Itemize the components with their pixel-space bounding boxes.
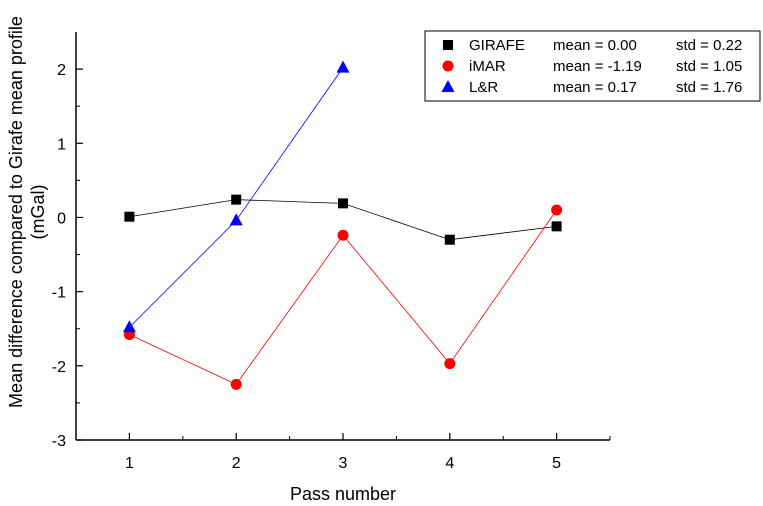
- y-tick-label: -1: [52, 285, 66, 302]
- legend-box: [424, 30, 761, 102]
- legend-mean: mean = 0.17: [553, 79, 637, 96]
- plot-area: [122, 60, 563, 390]
- data-point: [229, 213, 243, 226]
- x-tick-label: 3: [339, 455, 348, 472]
- data-point: [338, 198, 348, 209]
- data-point: [551, 221, 562, 232]
- legend-mean: mean = -1.19: [553, 58, 642, 75]
- y-tick-label: 2: [57, 62, 66, 79]
- y-tick-label: -3: [52, 433, 66, 450]
- y-axis-title-line: Mean difference compared to Girafe mean …: [6, 16, 26, 408]
- legend-std: std = 0.22: [676, 37, 742, 54]
- legend: GIRAFE mean = 0.00 std = 0.22 iMAR mean = -1…: [424, 30, 761, 102]
- x-tick-label: 4: [445, 455, 454, 472]
- data-point: [122, 320, 136, 333]
- y-tick-label: -2: [52, 359, 66, 376]
- data-point: [231, 194, 242, 205]
- y-tick-label: 0: [57, 210, 66, 227]
- legend-mean: mean = 0.00: [553, 37, 637, 54]
- axes: -3 -2 -1 0 1 2 1 2 3 4 5 Pass number Mean difference…: [6, 16, 611, 504]
- legend-std: std = 1.76: [676, 79, 742, 96]
- legend-marker: [442, 60, 454, 72]
- legend-marker: [443, 40, 453, 50]
- data-point: [230, 378, 242, 390]
- data-point: [337, 229, 349, 241]
- data-point: [124, 211, 135, 222]
- y-axis-title-line: (mGal): [28, 185, 48, 240]
- x-axis-title: Pass number: [290, 484, 396, 504]
- x-tick-label: 2: [232, 455, 241, 472]
- legend-label: GIRAFE: [469, 37, 525, 54]
- data-point: [444, 358, 456, 370]
- legend-label: iMAR: [469, 58, 506, 75]
- legend-marker: [441, 80, 455, 92]
- y-tick-label: 1: [57, 136, 66, 153]
- data-point: [551, 204, 563, 216]
- legend-label: L&R: [469, 79, 498, 96]
- data-point: [444, 234, 455, 245]
- x-tick-label: 5: [552, 455, 561, 472]
- y-axis-title: Mean difference compared to Girafe mean …: [6, 16, 48, 408]
- x-tick-label: 1: [125, 455, 134, 472]
- data-point: [336, 60, 350, 73]
- legend-std: std = 1.05: [676, 58, 742, 75]
